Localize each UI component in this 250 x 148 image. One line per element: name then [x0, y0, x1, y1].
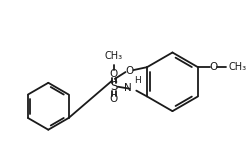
Text: H: H	[134, 76, 140, 85]
Text: CH₃: CH₃	[104, 51, 122, 61]
Text: N: N	[123, 83, 131, 93]
Text: O: O	[125, 66, 133, 76]
Text: O: O	[109, 94, 118, 104]
Text: S: S	[110, 80, 117, 93]
Text: CH₃: CH₃	[227, 62, 245, 72]
Text: O: O	[208, 62, 217, 72]
Text: O: O	[109, 69, 118, 79]
